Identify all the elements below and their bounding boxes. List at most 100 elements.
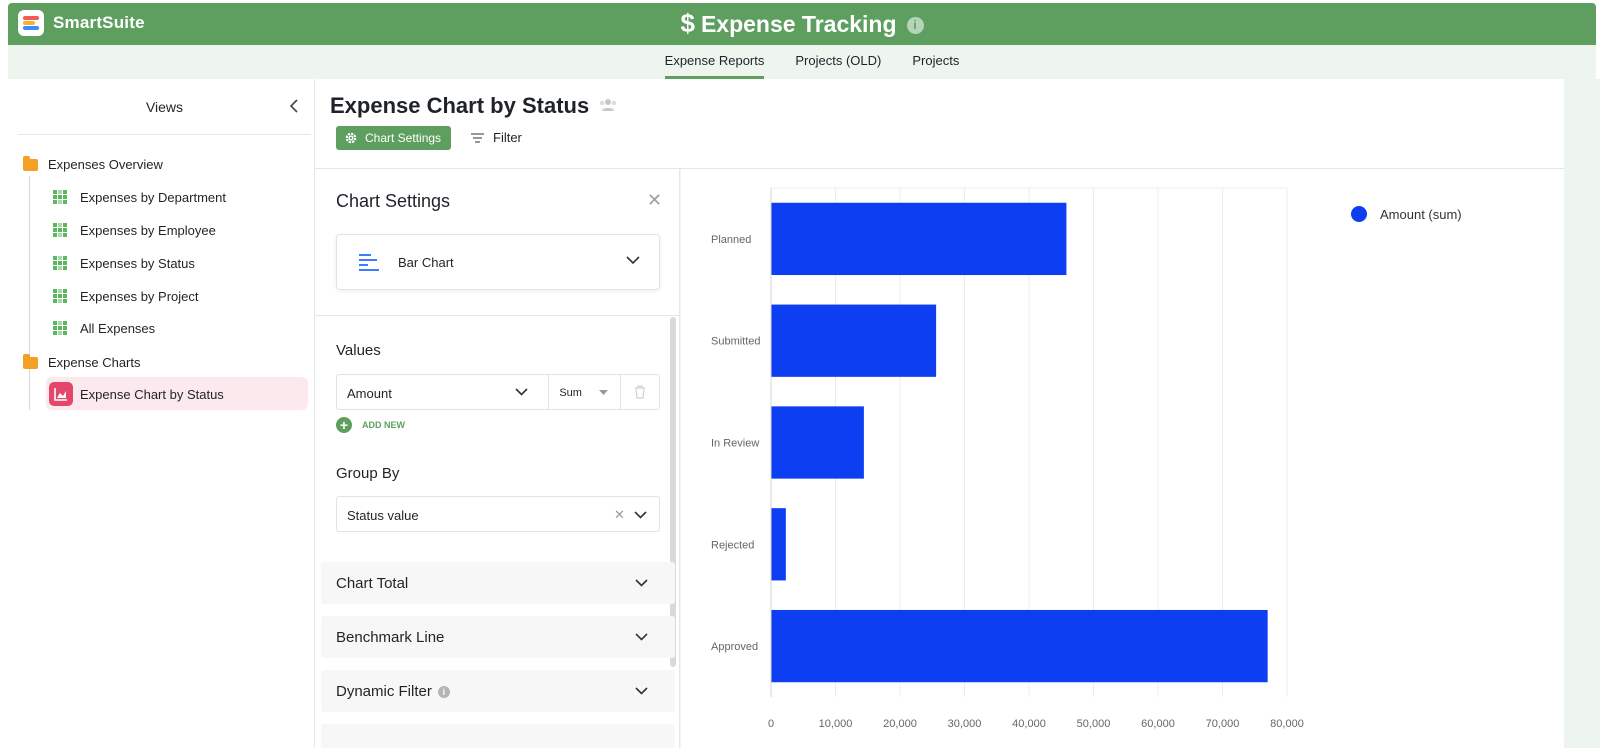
x-tick-label: 50,000 [1077,718,1111,730]
panel-title: Chart Settings [336,191,451,211]
view-label: Expenses by Status [80,255,195,271]
chevron-down-icon [626,256,640,265]
view-expenses-by-status[interactable]: Expenses by Status [53,249,195,277]
y-category-label: Planned [711,234,751,246]
benchmark-line-section[interactable]: Benchmark Line [321,616,675,658]
chevron-down-icon [635,687,648,695]
filter-icon [471,132,484,143]
group-by-value: Status value [347,508,419,523]
view-label: Expenses by Department [80,189,226,205]
grid-view-icon [53,190,67,204]
chart-type-value: Bar Chart [398,254,454,270]
x-tick-label: 60,000 [1141,718,1175,730]
x-tick-label: 80,000 [1270,718,1304,730]
add-new-label: ADD NEW [362,420,405,430]
grid-view-icon [53,321,67,335]
grid-view-icon [53,223,67,237]
view-expenses-by-employee[interactable]: Expenses by Employee [53,216,216,244]
bar[interactable] [771,202,1067,276]
grid-view-icon [53,289,67,303]
chart-type-select[interactable]: Bar Chart [336,234,660,290]
chart-legend[interactable]: Amount (sum) [1351,206,1462,222]
info-icon[interactable]: i [437,686,450,698]
caret-down-icon [599,390,609,395]
section-title: Benchmark Line [336,629,445,646]
tab-projects[interactable]: Projects [912,53,960,68]
chart-area: 0 10,000 20,000 30,000 40,000 50,000 60,000 70,… [681,169,1564,748]
solution-title-text: Expense Tracking [700,11,897,37]
section-title: Chart Total [336,575,409,592]
chevron-down-icon [634,511,647,519]
bar[interactable] [771,406,864,479]
share-people-icon[interactable] [598,97,618,113]
more-section[interactable] [321,724,675,748]
grid-view-icon [53,256,67,270]
clear-icon[interactable]: ✕ [614,507,625,522]
y-category-label: Submitted [711,336,761,348]
bar[interactable] [771,508,786,581]
x-tick-label: 20,000 [883,718,917,730]
solution-title: $ Expense Tracking i [8,8,1596,39]
views-title: Views [145,99,184,115]
add-new-value-button[interactable]: + ADD NEW [336,417,405,433]
bar-chart: 0 10,000 20,000 30,000 40,000 50,000 60,000 70,… [711,187,1304,730]
tab-expense-reports[interactable]: Expense Reports [664,53,765,79]
close-icon[interactable]: ✕ [647,190,663,210]
x-tick-label: 10,000 [819,718,853,730]
legend-label: Amount (sum) [1380,206,1462,222]
delete-value-button[interactable] [621,375,659,409]
x-tick-label: 40,000 [1012,718,1046,730]
filter-button[interactable]: Filter [470,130,522,145]
values-field-select[interactable]: Amount [337,375,550,409]
panel-divider [315,315,679,316]
chart-settings-panel: Chart Settings ✕ Bar Chart Values Amount… [315,169,680,748]
collapse-sidebar-icon[interactable] [287,97,301,115]
dynamic-filter-section[interactable]: Dynamic Filter i [321,670,675,712]
views-sidebar: Views Expenses Overview Expenses by Depa… [8,79,315,748]
aggregation-value: Sum [559,387,582,399]
chart-settings-label: Chart Settings [365,131,442,145]
tree-line [29,176,30,410]
y-category-label: In Review [711,438,759,450]
values-field-value: Amount [347,386,392,401]
chevron-down-icon [515,388,528,396]
trash-icon [635,385,646,399]
view-all-expenses[interactable]: All Expenses [53,314,155,342]
group-by-select[interactable]: Status value ✕ [336,496,660,532]
folder-expenses-overview[interactable]: Expenses Overview [23,155,163,172]
folder-expense-charts[interactable]: Expense Charts [23,353,141,370]
panel-scrollbar[interactable] [670,317,676,667]
view-label: All Expenses [80,320,156,336]
values-row: Amount Sum [336,374,660,410]
app-header: SmartSuite $ Expense Tracking i [8,3,1596,45]
folder-icon [23,353,38,369]
views-header: Views [18,79,311,135]
bar[interactable] [771,609,1268,683]
brand[interactable]: SmartSuite [18,10,145,36]
chevron-down-icon [635,579,648,587]
view-header: Expense Chart by Status Chart Settings F… [315,79,1564,169]
info-icon[interactable]: i [906,17,924,34]
gear-icon [345,132,357,144]
tab-projects-old[interactable]: Projects (OLD) [795,53,882,68]
brand-name: SmartSuite [53,13,145,32]
folder-icon [23,155,38,171]
group-by-label: Group By [336,465,400,482]
view-label: Expenses by Employee [80,222,216,238]
aggregation-select[interactable]: Sum [549,375,622,409]
view-expenses-by-project[interactable]: Expenses by Project [53,282,199,310]
values-label: Values [336,342,381,359]
page-title: Expense Chart by Status [330,93,590,118]
bar[interactable] [771,304,937,377]
filter-label: Filter [493,130,522,145]
view-expense-chart-by-status[interactable]: Expense Chart by Status [49,380,224,408]
bar-chart-icon [359,251,381,273]
folder-label: Expenses Overview [48,157,163,172]
table-tabs: Expense Reports Projects (OLD) Projects [8,45,1596,79]
chart-total-section[interactable]: Chart Total [321,562,675,604]
dollar-icon: $ [680,8,695,38]
chart-settings-button[interactable]: Chart Settings [336,126,452,150]
y-category-label: Rejected [711,539,754,551]
selected-view-highlight [46,377,308,410]
view-expenses-by-department[interactable]: Expenses by Department [53,183,226,211]
